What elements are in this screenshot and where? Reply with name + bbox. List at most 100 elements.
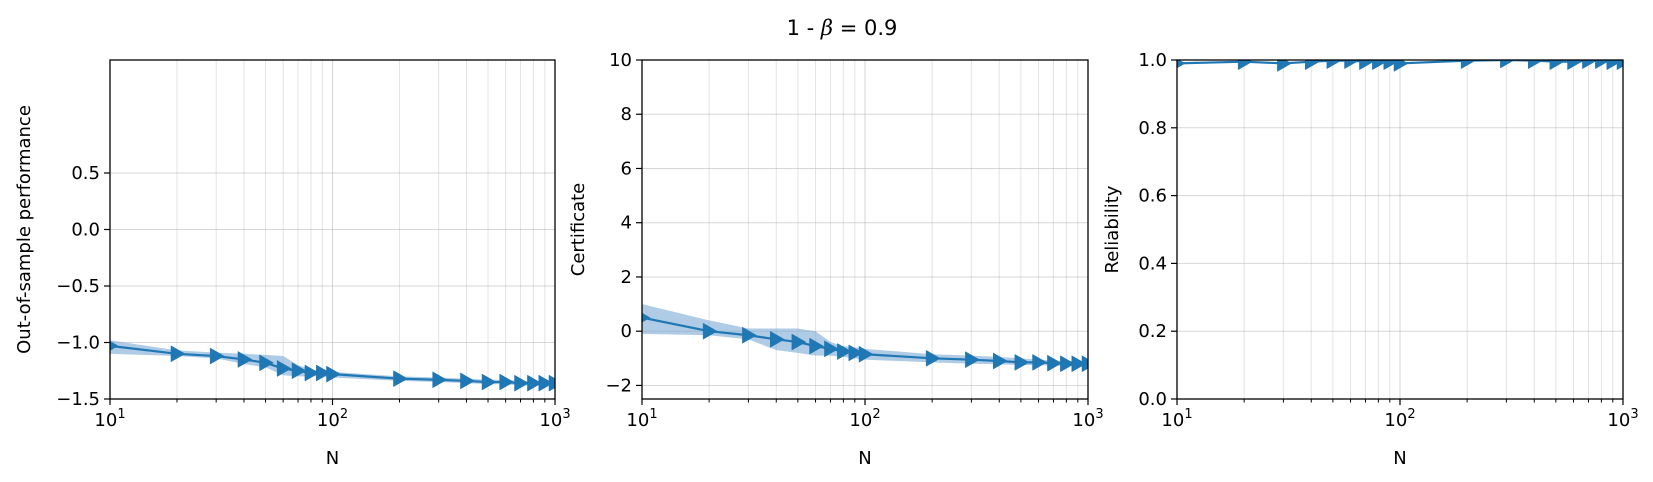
panel-1: −1.5 −1.0 −0.5 0.0 0.5 101 102 103 N Out-of-sampl…	[14, 59, 571, 469]
data-point	[1060, 355, 1075, 373]
data-point	[848, 344, 864, 362]
data-point	[326, 365, 342, 383]
data-point	[1549, 60, 1565, 71]
data-point	[993, 352, 1008, 370]
data-point	[642, 312, 651, 323]
data-point	[304, 364, 320, 382]
y-tick-label: −1.5	[56, 389, 100, 410]
data-point	[791, 333, 807, 351]
data-point	[1393, 60, 1409, 72]
data-point	[925, 349, 941, 367]
data-point	[1344, 60, 1360, 70]
grid	[641, 59, 1088, 399]
data-point	[170, 345, 186, 363]
data-point	[1326, 60, 1342, 70]
data-point	[209, 347, 225, 365]
x-tick-label: 102	[317, 407, 348, 431]
data-point	[1237, 60, 1253, 71]
data-point	[291, 362, 307, 380]
y-tick-label: 0.4	[1138, 253, 1167, 274]
data-point	[1582, 60, 1597, 70]
y-axis-label: Reliability	[1102, 185, 1123, 273]
series-area	[110, 340, 555, 392]
figure-title: 1 - β = 0.9	[787, 16, 898, 40]
data-point	[1567, 60, 1583, 71]
y-tick-label: 0.0	[71, 220, 100, 241]
data-point	[1359, 60, 1374, 71]
data-point	[824, 340, 839, 358]
data-point	[259, 354, 275, 372]
x-axis-label: N	[326, 448, 339, 469]
y-tick-label: 2	[621, 267, 632, 288]
y-axis-label: Certificate	[568, 183, 589, 277]
y-tick-label: 4	[621, 213, 632, 234]
data-point	[276, 360, 292, 377]
data-point	[393, 370, 408, 388]
data-point	[237, 351, 253, 368]
y-tick-label: 0.6	[1138, 186, 1167, 207]
data-point	[1177, 60, 1186, 69]
y-axis-label: Out-of-sample performance	[14, 105, 35, 354]
data-point	[1014, 353, 1030, 371]
x-tick-label: 103	[539, 407, 570, 431]
x-axis-label: N	[858, 448, 871, 469]
y-tick-label: 0	[621, 321, 632, 342]
series-area	[642, 304, 1088, 373]
y-tick-label: 8	[621, 104, 632, 125]
x-tick-label: 101	[94, 407, 125, 431]
data-point	[965, 351, 980, 369]
x-tick-label: 101	[1161, 407, 1192, 431]
x-tick-label: 102	[1384, 407, 1415, 431]
y-tick-label: 0.0	[1138, 389, 1167, 410]
data-point	[110, 341, 119, 351]
data-point	[481, 373, 497, 391]
data-point	[702, 322, 718, 340]
y-tick-label: −1.0	[56, 333, 100, 354]
data-point	[1616, 60, 1623, 71]
y-tick-label: 1.0	[1138, 50, 1167, 71]
data-point	[1081, 355, 1088, 373]
data-point	[548, 374, 555, 392]
data-point	[1595, 60, 1610, 70]
panel-2: −2 0 2 4 6 8 10 101 102 103 N Certificate	[568, 50, 1104, 469]
data-point	[316, 364, 331, 382]
data-point	[432, 371, 448, 389]
data-point	[1047, 354, 1062, 372]
grid	[1176, 59, 1623, 400]
data-point	[1372, 60, 1387, 71]
y-tick-label: 0.5	[71, 163, 100, 184]
data-point	[837, 343, 852, 360]
grid	[109, 60, 555, 400]
data-point	[770, 330, 785, 348]
x-tick-label: 101	[626, 407, 657, 431]
panel-3: 0.0 0.2 0.4 0.6 0.8 1.0 101 102 103 N Reliability	[1102, 50, 1639, 469]
y-tick-label: 0.8	[1138, 118, 1167, 139]
series-area	[1177, 60, 1623, 72]
data-point	[1277, 60, 1292, 72]
y-tick-label: 10	[609, 50, 632, 71]
data-point	[858, 345, 874, 363]
y-tick-label: 6	[621, 158, 632, 179]
x-tick-label: 102	[849, 407, 880, 431]
x-tick-label: 103	[1072, 407, 1103, 431]
y-tick-label: 0.2	[1138, 321, 1167, 342]
data-point	[460, 372, 475, 390]
data-point	[809, 337, 825, 355]
data-point	[1071, 355, 1087, 373]
data-point	[1032, 353, 1048, 371]
x-axis-label: N	[1393, 448, 1406, 469]
data-point	[527, 374, 542, 392]
data-point	[1460, 60, 1476, 70]
data-point	[538, 374, 554, 392]
data-point	[514, 374, 530, 392]
data-point	[742, 326, 757, 344]
data-point	[499, 373, 515, 391]
data-point	[1528, 60, 1543, 70]
data-point	[1305, 60, 1320, 71]
y-tick-label: −0.5	[56, 276, 100, 297]
y-tick-label: −2	[605, 375, 632, 396]
x-tick-label: 103	[1607, 407, 1638, 431]
data-point	[1500, 60, 1515, 69]
